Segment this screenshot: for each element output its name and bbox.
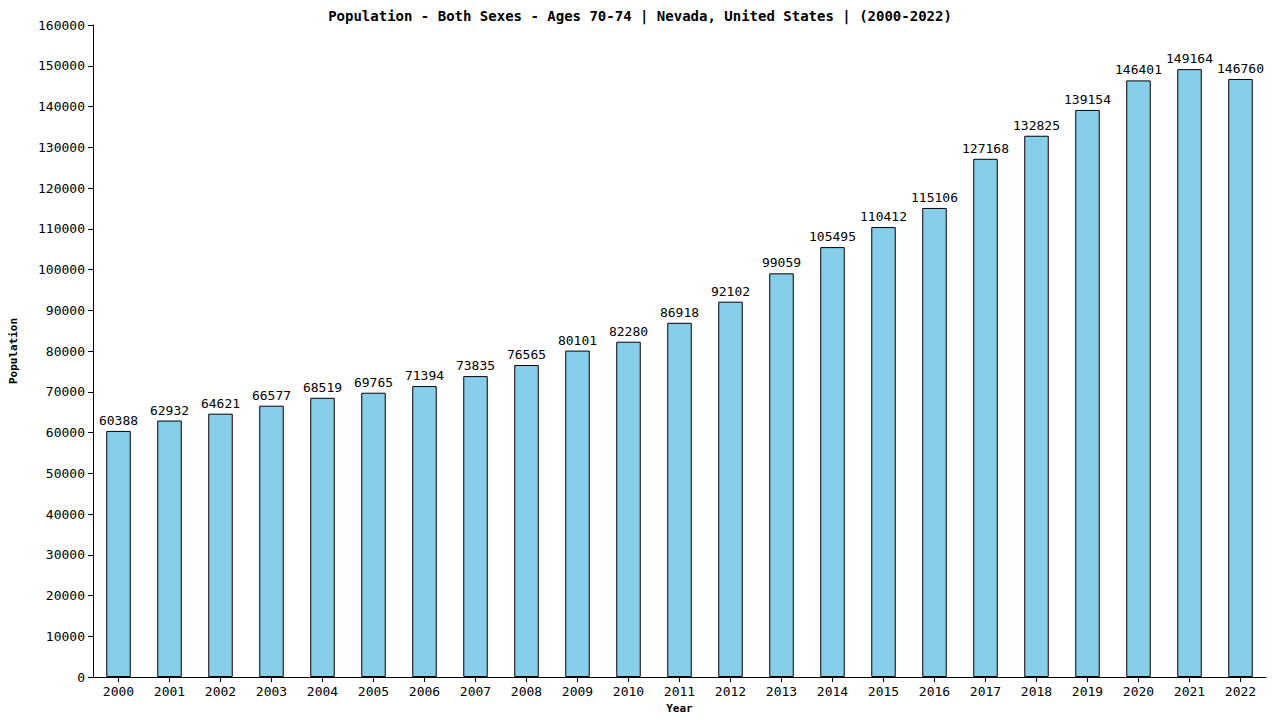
svg-text:92102: 92102 — [711, 284, 750, 299]
svg-text:132825: 132825 — [1013, 118, 1060, 133]
svg-text:71394: 71394 — [405, 368, 444, 383]
svg-text:139154: 139154 — [1064, 92, 1111, 107]
svg-text:60000: 60000 — [46, 425, 85, 440]
svg-text:130000: 130000 — [38, 140, 85, 155]
svg-text:127168: 127168 — [962, 141, 1009, 156]
svg-text:Population - Both Sexes - Ages: Population - Both Sexes - Ages 70-74 | N… — [328, 8, 952, 25]
svg-text:70000: 70000 — [46, 384, 85, 399]
svg-text:82280: 82280 — [609, 324, 648, 339]
svg-text:2021: 2021 — [1174, 684, 1205, 699]
svg-text:2016: 2016 — [919, 684, 950, 699]
svg-text:2019: 2019 — [1072, 684, 1103, 699]
svg-text:20000: 20000 — [46, 588, 85, 603]
svg-text:69765: 69765 — [354, 375, 393, 390]
svg-text:2012: 2012 — [715, 684, 746, 699]
svg-text:60388: 60388 — [99, 413, 138, 428]
svg-text:146760: 146760 — [1217, 61, 1264, 76]
svg-text:2014: 2014 — [817, 684, 848, 699]
svg-text:115106: 115106 — [911, 190, 958, 205]
svg-text:2003: 2003 — [256, 684, 287, 699]
svg-text:40000: 40000 — [46, 507, 85, 522]
svg-text:100000: 100000 — [38, 262, 85, 277]
svg-text:62932: 62932 — [150, 403, 189, 418]
svg-text:2004: 2004 — [307, 684, 338, 699]
svg-text:66577: 66577 — [252, 388, 291, 403]
svg-text:2000: 2000 — [103, 684, 134, 699]
svg-text:2009: 2009 — [562, 684, 593, 699]
svg-text:2011: 2011 — [664, 684, 695, 699]
svg-text:80101: 80101 — [558, 333, 597, 348]
svg-text:2005: 2005 — [358, 684, 389, 699]
svg-text:68519: 68519 — [303, 380, 342, 395]
svg-text:2001: 2001 — [154, 684, 185, 699]
svg-text:Population: Population — [7, 318, 20, 384]
svg-text:99059: 99059 — [762, 255, 801, 270]
svg-text:10000: 10000 — [46, 629, 85, 644]
svg-text:2006: 2006 — [409, 684, 440, 699]
svg-text:86918: 86918 — [660, 305, 699, 320]
svg-text:90000: 90000 — [46, 303, 85, 318]
svg-text:73835: 73835 — [456, 358, 495, 373]
svg-text:2013: 2013 — [766, 684, 797, 699]
svg-text:105495: 105495 — [809, 229, 856, 244]
svg-text:Year: Year — [666, 702, 693, 715]
svg-text:149164: 149164 — [1166, 51, 1213, 66]
svg-text:110412: 110412 — [860, 209, 907, 224]
svg-text:30000: 30000 — [46, 547, 85, 562]
svg-text:50000: 50000 — [46, 466, 85, 481]
svg-text:2008: 2008 — [511, 684, 542, 699]
svg-text:2010: 2010 — [613, 684, 644, 699]
svg-text:146401: 146401 — [1115, 62, 1162, 77]
svg-text:150000: 150000 — [38, 58, 85, 73]
svg-text:160000: 160000 — [38, 18, 85, 33]
svg-text:2015: 2015 — [868, 684, 899, 699]
svg-text:76565: 76565 — [507, 347, 546, 362]
svg-text:2018: 2018 — [1021, 684, 1052, 699]
svg-text:2002: 2002 — [205, 684, 236, 699]
svg-text:2020: 2020 — [1123, 684, 1154, 699]
svg-text:2022: 2022 — [1225, 684, 1256, 699]
svg-text:80000: 80000 — [46, 344, 85, 359]
svg-text:2017: 2017 — [970, 684, 1001, 699]
svg-text:110000: 110000 — [38, 221, 85, 236]
svg-text:0: 0 — [77, 670, 85, 685]
svg-text:120000: 120000 — [38, 181, 85, 196]
svg-text:64621: 64621 — [201, 396, 240, 411]
svg-text:140000: 140000 — [38, 99, 85, 114]
svg-text:2007: 2007 — [460, 684, 491, 699]
